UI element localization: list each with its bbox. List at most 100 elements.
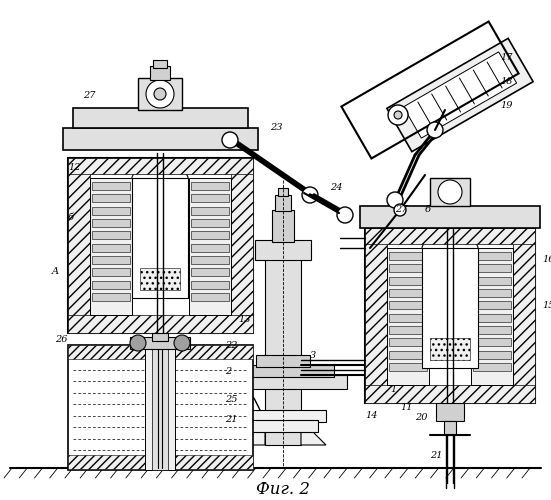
Circle shape xyxy=(388,105,408,125)
Text: 13: 13 xyxy=(238,316,251,324)
Bar xyxy=(256,355,310,367)
Bar xyxy=(92,244,130,252)
Text: 2: 2 xyxy=(225,368,231,376)
Bar xyxy=(389,338,427,346)
Circle shape xyxy=(222,132,238,148)
Bar xyxy=(63,128,258,150)
Bar xyxy=(473,302,511,310)
Bar xyxy=(389,302,427,310)
Bar xyxy=(248,420,318,432)
Bar xyxy=(138,78,182,110)
Bar xyxy=(92,293,130,301)
Bar xyxy=(389,314,427,322)
Bar xyxy=(389,326,427,334)
Polygon shape xyxy=(387,38,533,152)
Text: 22: 22 xyxy=(225,340,237,349)
Bar xyxy=(275,195,291,211)
Circle shape xyxy=(394,111,402,119)
Bar xyxy=(191,182,229,190)
Bar xyxy=(473,350,511,358)
Text: 24: 24 xyxy=(330,184,343,192)
Text: A: A xyxy=(52,268,59,276)
Bar xyxy=(68,315,253,333)
Bar xyxy=(422,248,478,368)
Bar xyxy=(255,240,311,260)
Bar xyxy=(68,158,253,333)
Bar xyxy=(471,248,513,385)
Text: 18: 18 xyxy=(500,78,512,86)
Text: 27: 27 xyxy=(395,206,408,214)
Bar xyxy=(473,314,511,322)
Bar xyxy=(140,268,180,290)
Bar xyxy=(68,455,253,469)
Bar xyxy=(473,276,511,284)
Bar xyxy=(430,338,470,360)
Bar xyxy=(145,345,175,470)
Bar xyxy=(92,268,130,276)
Bar xyxy=(430,178,470,206)
Bar xyxy=(265,255,301,445)
Text: 25: 25 xyxy=(225,396,237,404)
Bar xyxy=(473,252,511,260)
Bar xyxy=(365,385,535,403)
Bar xyxy=(389,363,427,371)
Bar xyxy=(365,228,387,403)
Bar xyxy=(152,333,168,341)
Text: 14: 14 xyxy=(365,410,377,420)
Bar xyxy=(360,206,540,228)
Text: 21: 21 xyxy=(430,450,442,460)
Bar xyxy=(191,268,229,276)
Bar xyxy=(473,363,511,371)
Text: 26: 26 xyxy=(55,336,68,344)
Bar xyxy=(473,264,511,272)
Circle shape xyxy=(130,335,146,351)
Circle shape xyxy=(438,180,462,204)
Text: 20: 20 xyxy=(415,414,428,422)
Bar xyxy=(191,244,229,252)
Bar xyxy=(68,158,90,333)
Bar xyxy=(92,182,130,190)
Circle shape xyxy=(394,204,406,216)
Bar xyxy=(68,345,253,359)
Bar xyxy=(191,293,229,301)
Bar xyxy=(365,228,535,403)
Text: б: б xyxy=(425,206,431,214)
Bar xyxy=(92,219,130,227)
Circle shape xyxy=(387,192,403,208)
Bar xyxy=(231,158,253,333)
Text: 11: 11 xyxy=(400,404,413,412)
Bar xyxy=(389,264,427,272)
Bar xyxy=(191,219,229,227)
Bar xyxy=(92,280,130,288)
Polygon shape xyxy=(301,420,326,445)
Text: 17: 17 xyxy=(500,54,512,62)
Bar xyxy=(436,403,464,421)
Text: 27: 27 xyxy=(83,90,95,100)
Circle shape xyxy=(154,88,166,100)
Bar xyxy=(92,194,130,202)
Bar xyxy=(444,421,456,435)
Bar xyxy=(513,228,535,403)
Bar xyxy=(240,410,326,422)
Bar xyxy=(191,280,229,288)
Bar xyxy=(132,178,188,298)
Bar xyxy=(92,206,130,214)
Bar xyxy=(90,178,132,315)
Circle shape xyxy=(337,207,353,223)
Bar xyxy=(235,375,347,389)
Bar xyxy=(191,194,229,202)
Bar xyxy=(191,206,229,214)
Text: 23: 23 xyxy=(270,124,283,132)
Bar xyxy=(473,338,511,346)
Text: 16: 16 xyxy=(542,256,551,264)
Bar xyxy=(191,232,229,239)
Circle shape xyxy=(174,335,190,351)
Text: б: б xyxy=(68,214,74,222)
Bar xyxy=(272,210,294,242)
Text: Фиг. 2: Фиг. 2 xyxy=(256,482,310,498)
Circle shape xyxy=(146,80,174,108)
Circle shape xyxy=(427,122,443,138)
Bar xyxy=(387,248,429,385)
Bar xyxy=(68,345,253,470)
Bar xyxy=(389,350,427,358)
